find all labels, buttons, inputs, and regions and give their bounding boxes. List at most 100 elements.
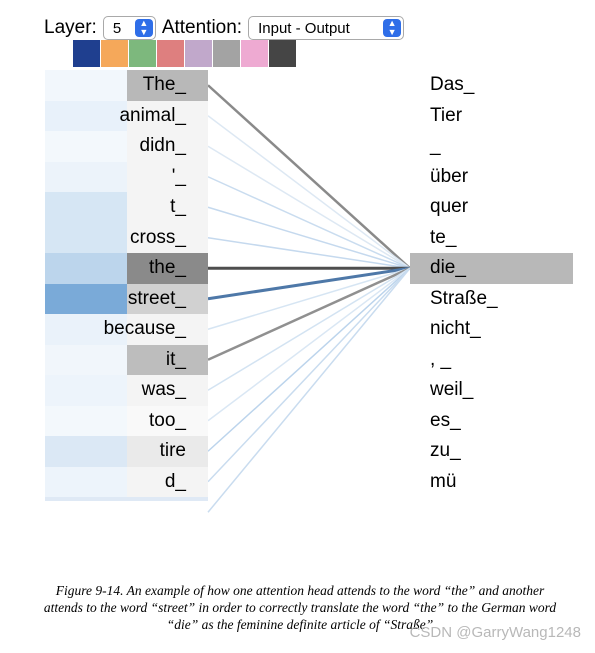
token-highlight [127, 344, 208, 375]
updown-chevron-icon: ▲ ▼ [134, 19, 153, 37]
head-swatch[interactable] [269, 40, 296, 67]
token-highlight [127, 70, 208, 101]
attention-link [207, 267, 411, 452]
input-token[interactable]: d_ [45, 466, 208, 497]
head-swatch[interactable] [101, 40, 128, 67]
attention-link [207, 206, 411, 269]
attention-heat-cell [45, 70, 127, 101]
output-token-text: zu_ [430, 440, 461, 461]
attention-heat-cell [45, 131, 127, 162]
input-token[interactable]: animal_ [45, 100, 208, 131]
token-highlight [127, 375, 208, 406]
output-token-text: weil_ [430, 379, 474, 400]
attention-link [207, 145, 411, 269]
input-token[interactable]: tire [45, 436, 208, 467]
attention-heat-cell [45, 466, 127, 497]
token-highlight [127, 161, 208, 192]
token-highlight [127, 131, 208, 162]
attention-link [207, 267, 411, 422]
input-token-text: tire [159, 440, 186, 461]
input-token[interactable]: street_ [45, 283, 208, 314]
input-token-text: d_ [164, 470, 186, 492]
output-token-text: nicht_ [430, 318, 481, 339]
output-token[interactable]: nicht_ [410, 314, 573, 345]
attention-link [207, 267, 411, 513]
input-token[interactable]: too_ [45, 405, 208, 436]
input-token-text: street_ [127, 287, 186, 309]
output-token-text: te_ [430, 226, 457, 248]
watermark: CSDN @GarryWang1248 [409, 624, 581, 641]
output-token[interactable]: Tier [410, 100, 573, 131]
attention-type-value: Input - Output [258, 20, 350, 37]
output-token[interactable]: Straße_ [410, 283, 573, 314]
output-token-text: die_ [430, 257, 466, 278]
figure-caption: Figure 9-14. An example of how one atten… [43, 583, 557, 632]
input-token[interactable]: was_ [45, 375, 208, 406]
token-highlight [127, 253, 208, 284]
attention-link [207, 267, 411, 361]
head-swatch[interactable] [157, 40, 184, 67]
output-token[interactable]: zu_ [410, 436, 573, 467]
head-swatch[interactable] [129, 40, 156, 67]
head-swatch[interactable] [185, 40, 212, 67]
attention-link [207, 266, 411, 301]
attention-type-select[interactable]: Input - Output ▲ ▼ [248, 16, 405, 40]
head-swatch[interactable] [73, 40, 100, 67]
output-token[interactable]: weil_ [410, 375, 573, 406]
input-token-overflow [45, 497, 208, 501]
token-highlight [127, 283, 208, 314]
input-token-text: it_ [165, 348, 186, 370]
attention-heat-cell [45, 314, 127, 345]
output-token[interactable]: te_ [410, 222, 573, 253]
attention-heat-cell [45, 253, 127, 284]
attention-heat-cell [45, 100, 127, 131]
input-token-text: cross_ [130, 226, 186, 248]
attention-heat-cell [45, 375, 127, 406]
output-token-text: Das_ [430, 74, 475, 95]
input-token[interactable]: the_ [45, 253, 208, 284]
input-token-text: because_ [103, 318, 186, 339]
token-highlight [127, 222, 208, 253]
attention-heat-cell [45, 283, 127, 314]
token-highlight [127, 100, 208, 131]
input-token[interactable]: '_ [45, 161, 208, 192]
token-highlight [127, 466, 208, 497]
output-token-text: _ [430, 135, 441, 156]
output-token[interactable]: , _ [410, 344, 573, 375]
input-token[interactable]: didn_ [45, 131, 208, 162]
input-token[interactable]: cross_ [45, 222, 208, 253]
input-token-text: animal_ [119, 104, 186, 126]
attention-link [207, 176, 411, 269]
output-token[interactable]: quer [410, 192, 573, 223]
output-token[interactable]: über [410, 161, 573, 192]
output-token-column: Das_ Tier _ über quer te_ die_ Straße_ nicht_ , _… [410, 70, 573, 497]
output-token[interactable]: _ [410, 131, 573, 162]
attention-heat-cell [45, 222, 127, 253]
attention-label: Attention: [161, 17, 243, 38]
head-swatch[interactable] [213, 40, 240, 67]
layer-label: Layer: [44, 17, 97, 38]
output-token-text: quer [430, 196, 469, 217]
attention-link [207, 115, 411, 269]
input-token[interactable]: it_ [45, 344, 208, 375]
input-token-text: too_ [149, 409, 186, 431]
input-token[interactable]: The_ [45, 70, 208, 101]
output-token[interactable]: es_ [410, 405, 573, 436]
token-highlight [127, 192, 208, 223]
token-highlight [127, 436, 208, 467]
updown-chevron-icon: ▲ ▼ [383, 19, 402, 37]
attention-link [207, 267, 411, 330]
output-token-text: Straße_ [430, 287, 498, 309]
attention-heat-cell [45, 405, 127, 436]
attention-head-swatches [73, 40, 297, 67]
visualization-controls: Layer: 5 ▲ ▼ Attention: Input - Output ▲ ▼ [44, 14, 410, 42]
layer-select[interactable]: 5 ▲ ▼ [102, 16, 156, 40]
head-swatch[interactable] [241, 40, 268, 67]
output-token[interactable]: mü [410, 466, 573, 497]
input-token[interactable]: because_ [45, 314, 208, 345]
output-token[interactable]: die_ [410, 253, 573, 284]
attention-link [207, 267, 411, 391]
input-token[interactable]: t_ [45, 192, 208, 223]
input-token-column: The_ animal_ didn_ '_ t_ cross_ the_ street_bec… [45, 70, 208, 501]
output-token[interactable]: Das_ [410, 70, 573, 101]
